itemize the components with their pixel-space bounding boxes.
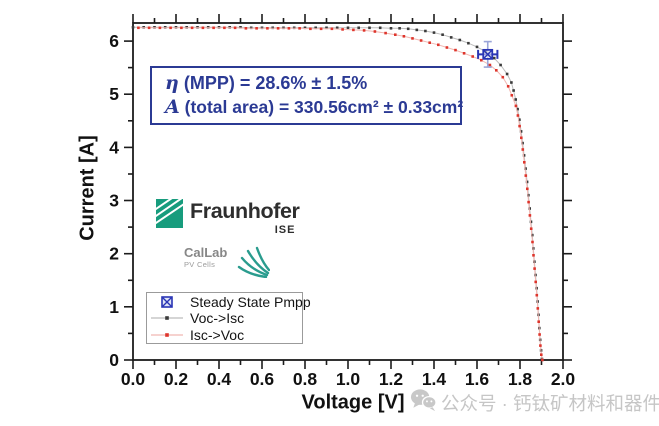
callab-logo: CalLab PV Cells: [184, 245, 271, 283]
legend-item-isc-voc: Isc->Voc: [150, 327, 302, 343]
callab-subtitle: PV Cells: [184, 260, 216, 269]
fraunhofer-wordmark: Fraunhofer: [190, 199, 300, 223]
tick-labels: 0.0 0.2 0.4 0.6 0.8 1.0 1.2 1.4 1.6 1.8 2.0 0 1 2 3 4 5 6: [109, 31, 575, 389]
svg-text:1.4: 1.4: [422, 369, 447, 389]
svg-text:5: 5: [109, 84, 119, 104]
legend-item-voc-isc: Voc->Isc: [150, 310, 302, 326]
wechat-icon: [410, 387, 437, 418]
callab-fan-icon: [236, 246, 271, 283]
red-dot-line-icon: [150, 330, 184, 340]
pmpp-marker: [477, 40, 499, 68]
ise-label: ISE: [274, 224, 296, 236]
results-annotation-box: η (MPP) = 28.6% ± 1.5% A (total area) = …: [150, 66, 464, 125]
svg-text:1.6: 1.6: [465, 369, 490, 389]
svg-text:2.0: 2.0: [551, 369, 576, 389]
watermark-text: 公众号 · 钙钛矿材料和器件: [441, 392, 659, 414]
eta-symbol: η: [165, 72, 179, 94]
curve-line-isc--voc: [138, 27, 543, 361]
svg-text:2: 2: [109, 244, 119, 264]
efficiency-line: η (MPP) = 28.6% ± 1.5%: [165, 72, 368, 94]
svg-text:3: 3: [109, 191, 119, 211]
pmpp-crossed-square-icon: [150, 295, 184, 309]
callab-wordmark: CalLab: [184, 245, 228, 260]
svg-text:1.2: 1.2: [379, 369, 404, 389]
svg-text:1: 1: [109, 297, 119, 317]
svg-text:4: 4: [109, 137, 119, 157]
x-axis-title: Voltage [V]: [301, 391, 405, 414]
plot-frame: [132, 22, 564, 361]
svg-text:0.4: 0.4: [207, 369, 232, 389]
svg-text:0.8: 0.8: [293, 369, 318, 389]
fraunhofer-ise-logo: Fraunhofer ISE: [152, 195, 300, 236]
y-axis-title: Current [A]: [76, 135, 99, 241]
legend-item-pmpp: Steady State Pmpp: [150, 294, 311, 310]
curve-dots-isc--voc: [137, 26, 544, 362]
watermark: 公众号 · 钙钛矿材料和器件: [410, 387, 659, 418]
svg-text:0.2: 0.2: [164, 369, 189, 389]
svg-text:0: 0: [109, 350, 119, 370]
svg-text:1.8: 1.8: [508, 369, 533, 389]
svg-text:6: 6: [109, 31, 119, 51]
svg-text:0.6: 0.6: [250, 369, 275, 389]
svg-text:1.0: 1.0: [336, 369, 361, 389]
area-line: A (total area) = 330.56cm² ± 0.33cm²: [165, 96, 464, 118]
black-dot-line-icon: [150, 313, 184, 323]
legend: Steady State Pmpp Voc->Isc Isc->Voc: [146, 292, 311, 344]
fraunhofer-logo-icon: [152, 195, 188, 233]
area-symbol: A: [165, 96, 180, 118]
svg-text:0.0: 0.0: [121, 369, 146, 389]
